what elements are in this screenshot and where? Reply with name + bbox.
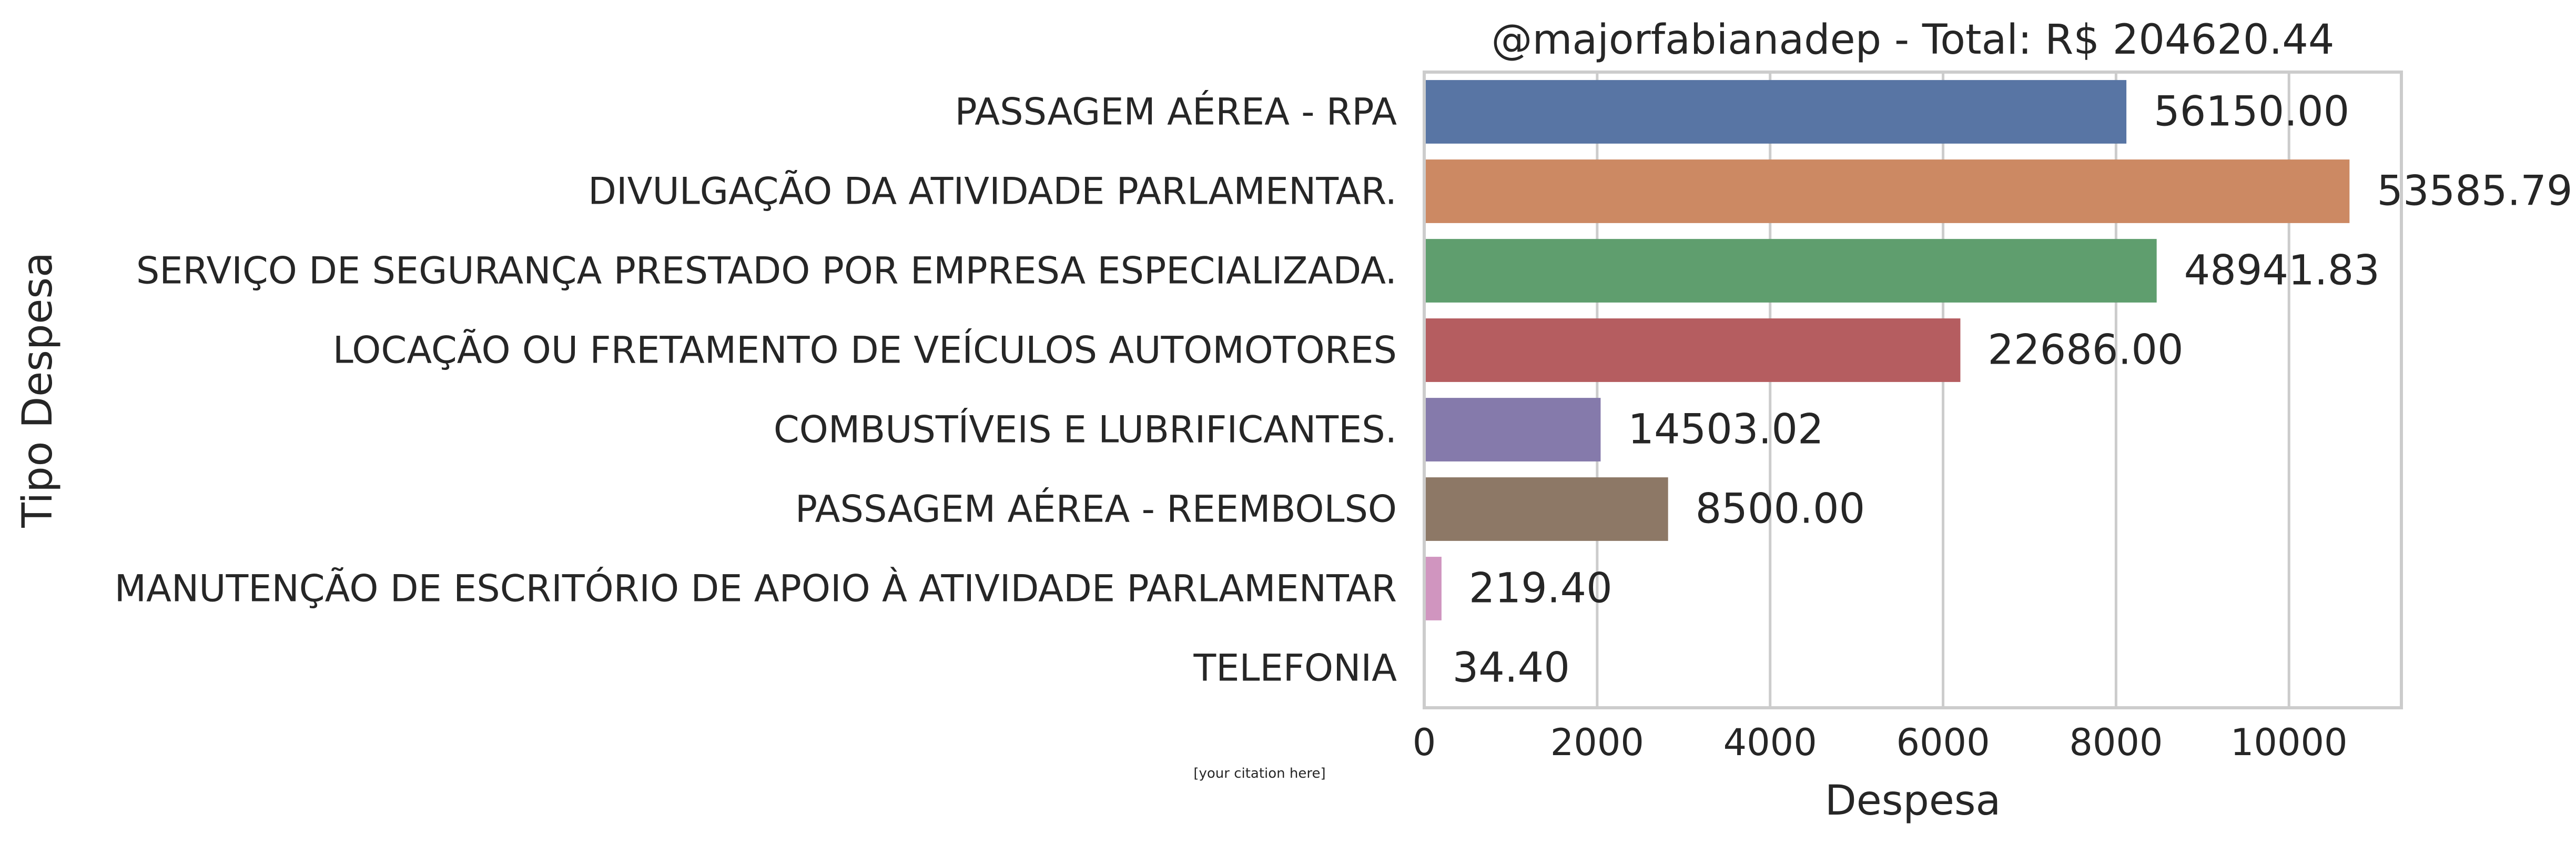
- bar: [1424, 239, 2157, 303]
- bar-value-label: 22686.00: [1987, 327, 2183, 374]
- bar-value-label: 56150.00: [2154, 88, 2349, 136]
- bar: [1424, 80, 2127, 144]
- bar: [1424, 557, 1442, 620]
- category-label: COMBUSTÍVEIS E LUBRIFICANTES.: [774, 408, 1397, 451]
- category-label: LOCAÇÃO OU FRETAMENTO DE VEÍCULOS AUTOMO…: [333, 329, 1397, 372]
- y-tick-labels: PASSAGEM AÉREA - RPA DIVULGAÇÃO DA ATIVID…: [115, 91, 1397, 690]
- bar-value-label: 34.40: [1453, 645, 1570, 692]
- bar: [1424, 398, 1601, 461]
- x-tick-label: 10000: [2230, 721, 2348, 764]
- x-tick-label: 8000: [2069, 721, 2163, 764]
- bar-value-label: 14503.02: [1628, 406, 1823, 454]
- bar-value-label: 8500.00: [1696, 486, 1865, 533]
- bar: [1424, 318, 1961, 382]
- bar-value-label: 53585.79: [2377, 168, 2572, 215]
- bar: [1424, 159, 2350, 223]
- y-axis-title: Tipo Despesa: [14, 252, 62, 528]
- x-tick-label: 6000: [1896, 721, 1990, 764]
- bar-value-label: 48941.83: [2184, 247, 2380, 295]
- category-label: PASSAGEM AÉREA - REEMBOLSO: [795, 488, 1397, 531]
- category-label: PASSAGEM AÉREA - RPA: [955, 91, 1397, 134]
- bar-value-label: 219.40: [1469, 565, 1612, 613]
- plot-frame: [1423, 71, 2403, 709]
- x-tick-label: 2000: [1550, 721, 1644, 764]
- category-label: MANUTENÇÃO DE ESCRITÓRIO DE APOIO À ATIV…: [115, 567, 1397, 610]
- x-tick-label: 0: [1413, 721, 1436, 764]
- category-label: SERVIÇO DE SEGURANÇA PRESTADO POR EMPRES…: [136, 249, 1397, 293]
- category-label: DIVULGAÇÃO DA ATIVIDADE PARLAMENTAR.: [588, 170, 1397, 213]
- x-tick-labels: 0 2000 4000 6000 8000 10000: [1413, 721, 2348, 764]
- bars: [1424, 80, 2350, 700]
- bar: [1424, 477, 1668, 541]
- category-label: TELEFONIA: [1193, 647, 1397, 690]
- x-tick-label: 4000: [1723, 721, 1817, 764]
- chart-title: @majorfabianadep - Total: R$ 204620.44: [1491, 16, 2334, 64]
- x-axis-title: Despesa: [1825, 777, 2001, 825]
- citation-text: [your citation here]: [1193, 766, 1325, 781]
